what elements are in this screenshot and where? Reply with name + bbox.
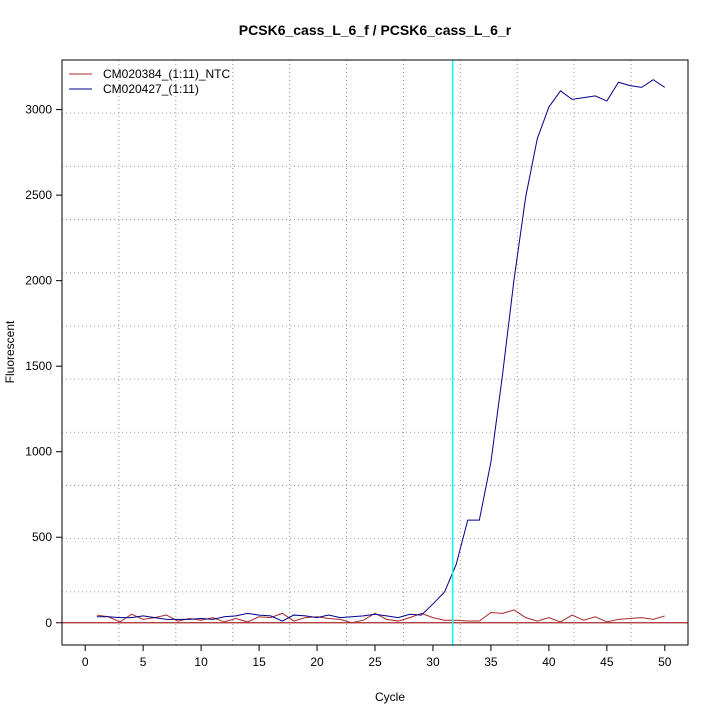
x-tick-label: 10 [194, 655, 208, 669]
x-tick-label: 40 [542, 655, 556, 669]
y-tick-label: 1000 [25, 445, 52, 459]
chart-title: PCSK6_cass_L_6_f / PCSK6_cass_L_6_r [239, 22, 512, 38]
series-line-1 [97, 80, 665, 621]
x-axis-label: Cycle [375, 690, 405, 704]
x-tick-label: 25 [368, 655, 382, 669]
x-tick-label: 45 [600, 655, 614, 669]
x-tick-label: 35 [484, 655, 498, 669]
y-tick-label: 1500 [25, 359, 52, 373]
y-tick-label: 0 [45, 616, 52, 630]
series-line-0 [97, 610, 665, 623]
x-tick-label: 20 [310, 655, 324, 669]
y-tick-label: 2500 [25, 188, 52, 202]
x-tick-label: 30 [426, 655, 440, 669]
x-tick-label: 5 [140, 655, 147, 669]
y-axis-label: Fluorescent [3, 320, 17, 383]
y-tick-label: 2000 [25, 274, 52, 288]
y-tick-label: 500 [32, 530, 52, 544]
legend: CM020384_(1:11)_NTC CM020427_(1:11) [69, 67, 231, 96]
y-tick-label: 3000 [25, 103, 52, 117]
x-tick-label: 15 [252, 655, 266, 669]
x-tick-label: 50 [658, 655, 672, 669]
legend-label-ntc: CM020384_(1:11)_NTC [103, 67, 231, 81]
legend-label-sample: CM020427_(1:11) [103, 82, 199, 96]
plot-frame [62, 60, 688, 645]
x-tick-label: 0 [82, 655, 89, 669]
